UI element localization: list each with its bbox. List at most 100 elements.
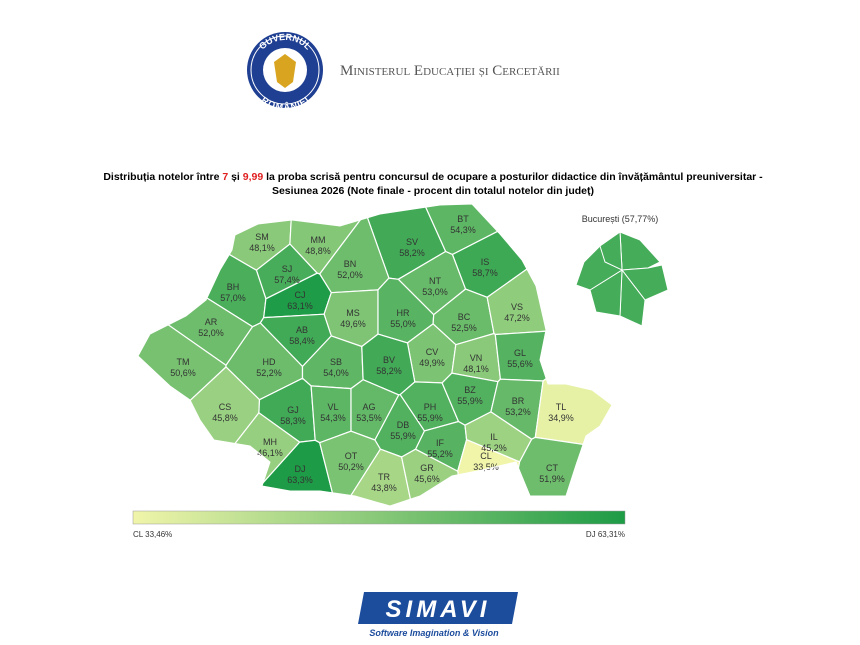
county-value: 43,8% [371, 483, 397, 493]
county-code: AB [296, 325, 308, 335]
labels: SM48,1%MM48,8%BT54,3%SV58,2%IS58,7%BN52,… [170, 214, 574, 493]
title-part: la proba scrisă pentru concursul de ocup… [263, 171, 763, 183]
simavi-logo: SIMAVI Software Imagination & Vision [358, 592, 518, 638]
county [534, 319, 612, 452]
county-value: 63,1% [287, 301, 313, 311]
county-code: IS [481, 257, 490, 267]
county-code: NT [429, 276, 441, 286]
county-value: 58,4% [289, 336, 315, 346]
county-code: MM [311, 235, 326, 245]
county-value: 53,0% [422, 287, 448, 297]
bucharest-sector [619, 231, 661, 271]
tagline: Software Imagination & Vision [369, 628, 499, 638]
county-code: VN [470, 353, 483, 363]
county-value: 57,4% [274, 275, 300, 285]
county-code: HD [263, 357, 276, 367]
county-code: BC [458, 312, 471, 322]
county-value: 54,0% [323, 368, 349, 378]
title-line-1: Distribuția notelor între 7 și 9,99 la p… [103, 171, 763, 183]
county-value: 54,3% [320, 413, 346, 423]
county [138, 204, 294, 271]
county-code: BT [457, 214, 469, 224]
county-code: DJ [295, 464, 306, 474]
bucharest-label: București (57,77%) [582, 214, 659, 224]
county-code: SB [330, 357, 342, 367]
county-code: CT [546, 463, 558, 473]
logo-text: SIMAVI [386, 596, 491, 623]
county-value: 34,9% [548, 413, 574, 423]
title-part: 9,99 [243, 171, 264, 183]
county-code: AR [205, 317, 218, 327]
county-code: CL [480, 451, 492, 461]
county-value: 54,3% [450, 225, 476, 235]
county-code: HR [397, 308, 410, 318]
county-value: 50,6% [170, 368, 196, 378]
county-value: 48,8% [305, 246, 331, 256]
county-value: 58,3% [280, 416, 306, 426]
county-value: 55,9% [417, 413, 443, 423]
county-code: SV [406, 237, 418, 247]
bucharest-sector [621, 264, 669, 301]
ministry: Ministerul Educației și Cercetării [340, 63, 560, 79]
county [508, 436, 612, 506]
legend-min: CL 33,46% [133, 530, 172, 539]
county-value: 45,2% [481, 443, 507, 453]
county-value: 53,5% [356, 413, 382, 423]
county-code: GL [514, 348, 526, 358]
county-value: 58,7% [472, 268, 498, 278]
county-value: 52,0% [198, 328, 224, 338]
county-code: BR [512, 396, 525, 406]
county-code: IF [436, 438, 445, 448]
county-value: 47,2% [504, 313, 530, 323]
title-part: și [228, 171, 243, 183]
county-code: BZ [464, 385, 476, 395]
county-value: 55,2% [427, 449, 453, 459]
county-value: 63,3% [287, 475, 313, 485]
county-code: GJ [287, 405, 299, 415]
county-value: 50,2% [338, 462, 364, 472]
county-code: AG [362, 402, 375, 412]
county-code: SJ [282, 264, 293, 274]
county-value: 52,5% [451, 323, 477, 333]
county-code: IL [490, 432, 498, 442]
legend-bar [132, 510, 626, 525]
county-code: BV [383, 355, 395, 365]
county-code: PH [424, 402, 437, 412]
county-value: 45,6% [414, 474, 440, 484]
county-value: 55,6% [507, 359, 533, 369]
county-value: 52,2% [256, 368, 282, 378]
county-code: BH [227, 282, 240, 292]
county-code: OT [345, 451, 358, 461]
county-value: 46,1% [257, 448, 283, 458]
county-value: 49,9% [419, 358, 445, 368]
county-value: 57,0% [220, 293, 246, 303]
county-value: 55,9% [457, 396, 483, 406]
county-code: VL [327, 402, 338, 412]
county-value: 48,1% [249, 243, 275, 253]
county-code: CV [426, 347, 439, 357]
bucharest-inset [575, 231, 669, 327]
county-code: GR [420, 463, 434, 473]
county-value: 52,0% [337, 270, 363, 280]
bucharest-sector [599, 231, 623, 271]
title-line-2: Sesiunea 2026 (Note finale - procent din… [272, 185, 594, 197]
county-code: TM [177, 357, 190, 367]
county-code: SM [255, 232, 269, 242]
emblem: GUVERNUL ROMÂNIEI [247, 32, 323, 113]
county-value: 58,2% [399, 248, 425, 258]
county-code: MS [346, 308, 360, 318]
legend-max: DJ 63,31% [586, 530, 625, 539]
county-value: 45,8% [212, 413, 238, 423]
county-value: 33,5% [473, 462, 499, 472]
county-value: 48,1% [463, 364, 489, 374]
county-code: TL [556, 402, 567, 412]
county-value: 53,2% [505, 407, 531, 417]
county-code: TR [378, 472, 390, 482]
title-part: Distribuția notelor între [103, 171, 222, 183]
county-value: 58,2% [376, 366, 402, 376]
county-value: 49,6% [340, 319, 366, 329]
county-code: CJ [295, 290, 306, 300]
county-value: 55,0% [390, 319, 416, 329]
county-value: 55,9% [390, 431, 416, 441]
